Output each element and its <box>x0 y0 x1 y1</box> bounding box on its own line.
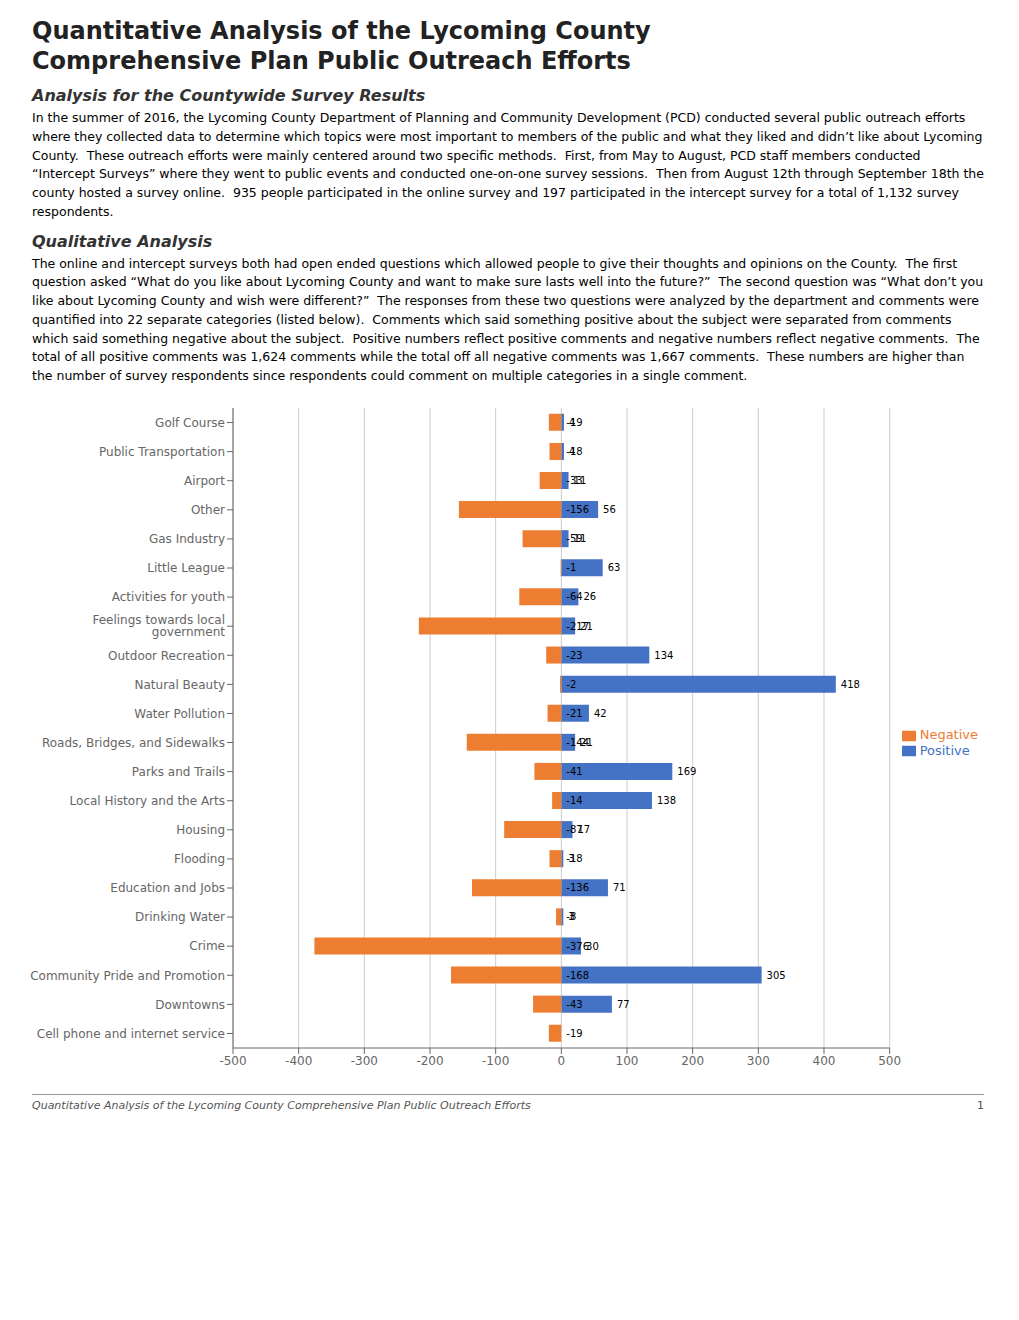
svg-text:138: 138 <box>657 795 676 806</box>
svg-text:Outdoor Recreation: Outdoor Recreation <box>108 648 225 662</box>
svg-text:-168: -168 <box>566 969 589 980</box>
svg-text:-19: -19 <box>566 417 582 428</box>
svg-text:Little League: Little League <box>147 561 225 575</box>
svg-text:Crime: Crime <box>189 939 225 953</box>
svg-text:Golf Course: Golf Course <box>155 416 225 430</box>
svg-text:200: 200 <box>681 1053 704 1067</box>
svg-text:305: 305 <box>767 969 786 980</box>
svg-text:-156: -156 <box>566 504 589 515</box>
svg-text:-136: -136 <box>566 882 589 893</box>
svg-text:63: 63 <box>608 562 621 573</box>
svg-text:Education and Jobs: Education and Jobs <box>110 881 225 895</box>
svg-text:Public Transportation: Public Transportation <box>99 445 225 459</box>
svg-text:-21: -21 <box>566 708 582 719</box>
html-text:In the summer of 2016, the Lyc: In the summer of 2016, the Lycoming Coun… <box>32 110 988 219</box>
svg-text:-43: -43 <box>566 998 582 1009</box>
svg-text:-500: -500 <box>219 1053 246 1067</box>
svg-text:300: 300 <box>747 1053 770 1067</box>
svg-text:0: 0 <box>558 1053 566 1067</box>
svg-text:100: 100 <box>616 1053 639 1067</box>
svg-text:-1: -1 <box>566 562 576 573</box>
svg-text:Parks and Trails: Parks and Trails <box>132 765 225 779</box>
svg-text:-33: -33 <box>566 475 582 486</box>
html-text:Positive: Positive <box>919 742 970 758</box>
svg-text:Airport: Airport <box>184 474 225 488</box>
svg-text:Cell phone and internet servic: Cell phone and internet service <box>37 1026 225 1040</box>
html-text:Quantitative Analysis of the L: Quantitative Analysis of the Lycoming Co… <box>32 17 651 45</box>
svg-text:77: 77 <box>617 998 630 1009</box>
svg-text:Downtowns: Downtowns <box>155 997 225 1011</box>
svg-text:71: 71 <box>613 882 626 893</box>
svg-text:169: 169 <box>677 766 696 777</box>
svg-text:Local History and the Arts: Local History and the Arts <box>70 794 225 808</box>
svg-text:Drinking Water: Drinking Water <box>135 910 225 924</box>
html-text:Qualitative Analysis: Qualitative Analysis <box>32 231 213 251</box>
html-text:Comprehensive Plan Public Outr: Comprehensive Plan Public Outreach Effor… <box>32 47 631 75</box>
svg-text:Natural Beauty: Natural Beauty <box>135 677 225 691</box>
svg-text:418: 418 <box>841 678 860 689</box>
svg-text:-400: -400 <box>285 1053 312 1067</box>
svg-text:-300: -300 <box>351 1053 378 1067</box>
svg-text:-8: -8 <box>566 911 576 922</box>
svg-text:-376: -376 <box>566 940 589 951</box>
svg-text:Community Pride and Promotion: Community Pride and Promotion <box>30 968 225 982</box>
html-text:The online and intercept surve: The online and intercept surveys both ha… <box>32 255 988 383</box>
svg-text:Water Pollution: Water Pollution <box>134 706 225 720</box>
svg-text:-200: -200 <box>416 1053 443 1067</box>
svg-text:-87: -87 <box>566 824 582 835</box>
svg-text:-19: -19 <box>566 1028 582 1039</box>
html-text:Analysis for the Countywide Su: Analysis for the Countywide Survey Resul… <box>32 86 426 105</box>
svg-text:-2: -2 <box>566 678 576 689</box>
svg-text:Activities for youth: Activities for youth <box>112 590 225 604</box>
svg-text:Gas Industry: Gas Industry <box>149 532 225 546</box>
svg-text:17: 17 <box>577 823 591 835</box>
svg-text:Feelings towards localgovernme: Feelings towards localgovernment <box>92 613 225 639</box>
svg-text:-59: -59 <box>566 533 582 544</box>
svg-text:Housing: Housing <box>176 823 225 837</box>
html-text:Quantitative Analysis of the L: Quantitative Analysis of the Lycoming Co… <box>32 1098 531 1112</box>
html-text:1: 1 <box>977 1098 984 1112</box>
svg-text:-14: -14 <box>566 795 582 806</box>
svg-text:30: 30 <box>586 940 599 952</box>
svg-text:-217: -217 <box>566 620 589 631</box>
svg-text:56: 56 <box>603 504 616 515</box>
svg-text:400: 400 <box>813 1053 836 1067</box>
svg-text:Other: Other <box>191 503 225 517</box>
svg-text:-23: -23 <box>566 649 582 660</box>
svg-text:134: 134 <box>654 649 673 660</box>
svg-text:42: 42 <box>594 708 607 719</box>
html-text:Negative: Negative <box>919 727 978 743</box>
svg-text:Roads, Bridges, and Sidewalks: Roads, Bridges, and Sidewalks <box>42 736 225 750</box>
svg-text:Flooding: Flooding <box>174 852 225 866</box>
svg-text:-100: -100 <box>482 1053 509 1067</box>
svg-text:-18: -18 <box>566 446 582 457</box>
svg-text:-41: -41 <box>566 766 582 777</box>
svg-text:500: 500 <box>878 1053 901 1067</box>
svg-text:26: 26 <box>583 591 596 602</box>
svg-text:-64: -64 <box>566 591 582 602</box>
svg-text:-144: -144 <box>566 737 589 748</box>
svg-text:-18: -18 <box>566 853 582 864</box>
